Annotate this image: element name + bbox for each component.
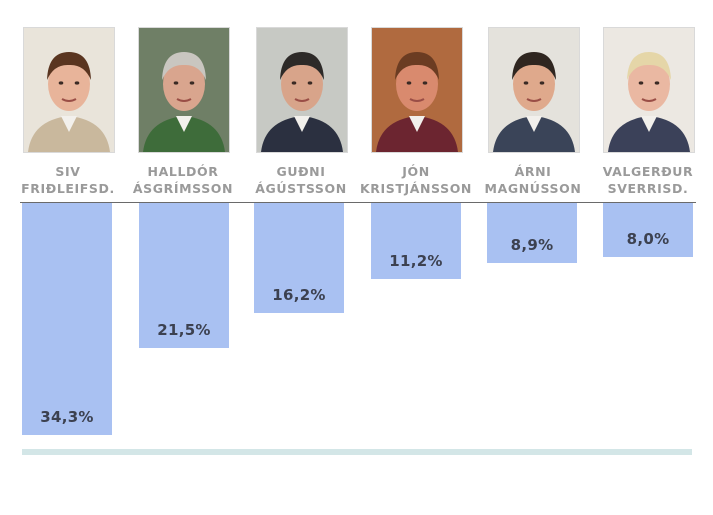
candidate-portrait — [371, 27, 463, 153]
candidate-name-label: GUÐNI ÁGÚSTSSON — [242, 163, 360, 197]
tick-label: FRIÐLEIFSD. — [21, 181, 115, 196]
data-label: 8,9% — [510, 236, 554, 254]
tick-label: KRISTJÁNSSON — [359, 181, 472, 196]
candidate-portrait — [23, 27, 115, 153]
bar — [254, 203, 344, 313]
tick-label: VALGERÐUR — [602, 164, 694, 179]
bar — [603, 203, 693, 257]
data-label: 8,0% — [626, 230, 670, 248]
candidate-portrait — [488, 27, 580, 153]
tick-label: MAGNÚSSON — [484, 181, 582, 196]
tick-label: JÓN — [402, 164, 430, 179]
tick-label: SVERRISD. — [607, 181, 689, 196]
data-label: 16,2% — [272, 286, 326, 304]
tick-label: SIV — [55, 164, 81, 179]
candidate-portrait — [603, 27, 695, 153]
data-label: 34,3% — [40, 408, 94, 426]
data-label: 21,5% — [157, 321, 211, 339]
bar — [22, 203, 112, 435]
tick-label: ÁGÚSTSSON — [255, 181, 347, 196]
bottom-strip — [22, 449, 692, 455]
bar — [487, 203, 577, 263]
tick-label: GUÐNI — [276, 164, 326, 179]
tick-label: ÁRNI — [514, 164, 552, 179]
candidate-portrait — [256, 27, 348, 153]
candidate-name-label: ÁRNI MAGNÚSSON — [474, 163, 592, 197]
tick-label: HALLDÓR — [147, 164, 219, 179]
candidate-name-label: VALGERÐUR SVERRISD. — [589, 163, 707, 197]
bar — [371, 203, 461, 279]
top-axis-line — [20, 202, 696, 203]
tick-label: ÁSGRÍMSSON — [132, 181, 234, 196]
candidate-name-label: SIV FRIÐLEIFSD. — [9, 163, 127, 197]
candidate-portrait — [138, 27, 230, 153]
candidate-name-label: JÓN KRISTJÁNSSON — [357, 163, 475, 197]
bar — [139, 203, 229, 348]
candidate-name-label: HALLDÓR ÁSGRÍMSSON — [124, 163, 242, 197]
data-label: 11,2% — [389, 252, 443, 270]
